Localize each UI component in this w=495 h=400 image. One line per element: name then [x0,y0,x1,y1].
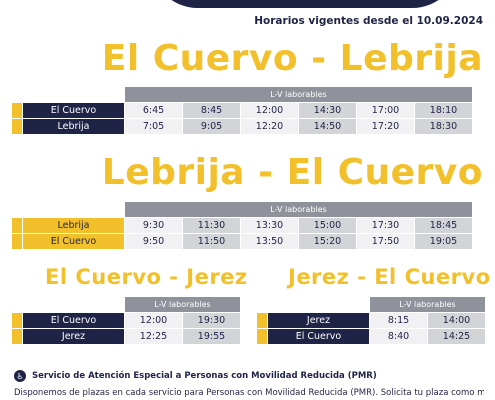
time-cell: 8:15 [369,312,428,329]
time-cell: 18:10 [414,102,473,119]
time-cell: 12:25 [124,328,183,345]
stop-name: El Cuervo [22,233,125,250]
time-cell: 11:50 [182,233,241,250]
day-band-label: L-V laborables [124,202,473,218]
table-row: El Cuervo 6:45 8:45 12:00 14:30 17:00 18… [12,102,473,119]
pmr-heading: ♿ Servicio de Atención Especial a Person… [14,370,484,382]
time-cell: 18:45 [414,217,473,234]
time-cell: 13:30 [240,217,299,234]
blank-cell [22,297,125,313]
time-cell: 14:50 [298,118,357,135]
time-cell: 9:50 [124,233,183,250]
timetable-band-row: L-V laborables [257,297,486,313]
accent-cell [12,312,23,329]
table-row: Jerez 12:25 19:55 [12,328,241,345]
time-cell: 17:30 [356,217,415,234]
day-band-label: L-V laborables [369,297,486,313]
blank-cell [12,87,23,103]
pmr-description: Disponemos de plazas en cada servicio pa… [14,388,484,398]
timetable-el-cuervo-lebrija: L-V laborables El Cuervo 6:45 8:45 12:00… [12,87,473,135]
header-decoration [150,0,460,8]
time-cell: 6:45 [124,102,183,119]
route-title-el-cuervo-jerez: El Cuervo - Jerez [45,265,248,289]
time-cell: 12:00 [124,312,183,329]
stop-name: Lebrija [22,217,125,234]
route-title-el-cuervo-lebrija: El Cuervo - Lebrija [101,38,483,79]
time-cell: 14:30 [298,102,357,119]
stop-name: Lebrija [22,118,125,135]
route-title-jerez-el-cuervo: Jerez - El Cuervo [288,265,491,289]
accent-cell [12,217,23,234]
time-cell: 17:00 [356,102,415,119]
time-cell: 18:30 [414,118,473,135]
time-cell: 14:25 [427,328,486,345]
stop-name: Jerez [267,312,370,329]
time-cell: 9:30 [124,217,183,234]
table-row: Lebrija 9:30 11:30 13:30 15:00 17:30 18:… [12,217,473,234]
blank-cell [267,297,370,313]
timetable-lebrija-el-cuervo: L-V laborables Lebrija 9:30 11:30 13:30 … [12,202,473,250]
accent-cell [12,102,23,119]
day-band-label: L-V laborables [124,87,473,103]
time-cell: 15:20 [298,233,357,250]
time-cell: 15:00 [298,217,357,234]
pmr-notice: ♿ Servicio de Atención Especial a Person… [14,370,484,398]
timetable-jerez-el-cuervo: L-V laborables Jerez 8:15 14:00 El Cuerv… [257,297,486,345]
stop-name: El Cuervo [22,312,125,329]
timetable-band-row: L-V laborables [12,87,473,103]
time-cell: 17:20 [356,118,415,135]
day-band-label: L-V laborables [124,297,241,313]
time-cell: 8:45 [182,102,241,119]
blank-cell [12,202,23,218]
table-row: Jerez 8:15 14:00 [257,312,486,329]
time-cell: 12:20 [240,118,299,135]
timetable-band-row: L-V laborables [12,202,473,218]
time-cell: 9:05 [182,118,241,135]
time-cell: 11:30 [182,217,241,234]
stop-name: El Cuervo [22,102,125,119]
time-cell: 13:50 [240,233,299,250]
timetable-band-row: L-V laborables [12,297,241,313]
time-cell: 7:05 [124,118,183,135]
time-cell: 12:00 [240,102,299,119]
blank-cell [12,297,23,313]
pmr-title: Servicio de Atención Especial a Personas… [32,371,377,381]
time-cell: 19:55 [182,328,241,345]
blank-cell [22,87,125,103]
accessibility-icon: ♿ [14,370,26,382]
stop-name: El Cuervo [267,328,370,345]
table-row: El Cuervo 9:50 11:50 13:50 15:20 17:50 1… [12,233,473,250]
accent-cell [12,328,23,345]
time-cell: 19:30 [182,312,241,329]
time-cell: 17:50 [356,233,415,250]
accent-cell [12,233,23,250]
time-cell: 19:05 [414,233,473,250]
time-cell: 14:00 [427,312,486,329]
table-row: El Cuervo 8:40 14:25 [257,328,486,345]
stop-name: Jerez [22,328,125,345]
blank-cell [257,297,268,313]
accent-cell [257,312,268,329]
route-title-lebrija-el-cuervo: Lebrija - El Cuervo [101,152,483,193]
timetable-el-cuervo-jerez: L-V laborables El Cuervo 12:00 19:30 Jer… [12,297,241,345]
accent-cell [257,328,268,345]
blank-cell [22,202,125,218]
time-cell: 8:40 [369,328,428,345]
validity-date: Horarios vigentes desde el 10.09.2024 [254,15,483,27]
table-row: Lebrija 7:05 9:05 12:20 14:50 17:20 18:3… [12,118,473,135]
accent-cell [12,118,23,135]
table-row: El Cuervo 12:00 19:30 [12,312,241,329]
